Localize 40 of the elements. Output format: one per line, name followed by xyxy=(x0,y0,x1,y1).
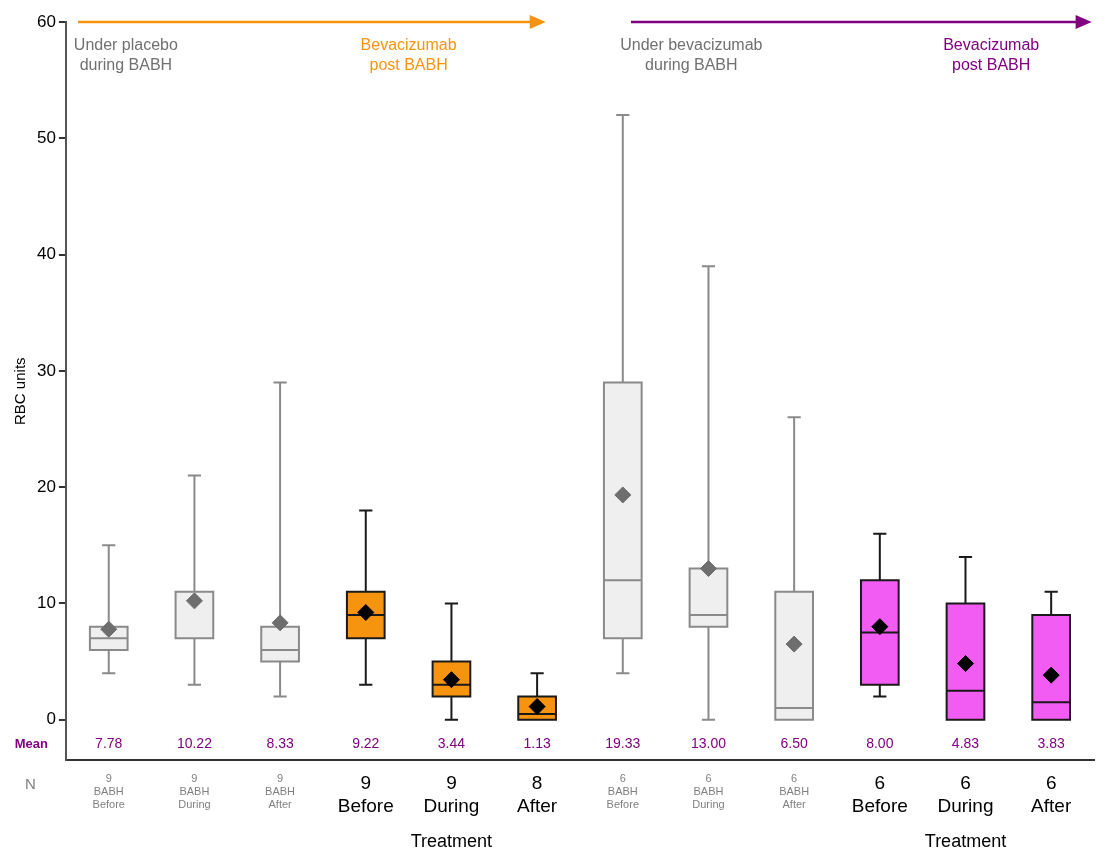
x-tick-label: 6 After xyxy=(1031,772,1072,816)
text: Mean xyxy=(14,735,48,751)
text: 1.13 xyxy=(523,734,551,751)
x-tick-label: 9 BABH During xyxy=(178,772,211,811)
text: Treatment xyxy=(924,830,1007,851)
y-tick-label: 30 xyxy=(36,360,56,380)
text: N xyxy=(25,774,36,792)
x-tick-label: 6 During xyxy=(937,772,994,816)
y-axis-title: RBC units xyxy=(11,357,29,425)
x-tick-label: 6 Before xyxy=(851,772,908,816)
text: 7.78 xyxy=(95,734,123,751)
text: 3.83 xyxy=(1037,734,1065,751)
text: 13.00 xyxy=(690,734,726,751)
annotation: Bevacizumab post BABH xyxy=(360,36,457,74)
text: 8.00 xyxy=(866,734,894,751)
x-tick-label: 8 After xyxy=(517,772,558,816)
text: 4.83 xyxy=(951,734,980,751)
text: Treatment xyxy=(410,830,493,851)
x-tick-label: 9 BABH After xyxy=(265,772,296,811)
annotation: Under bevacizumab during BABH xyxy=(620,36,763,74)
x-tick-label: 6 BABH After xyxy=(779,772,810,811)
annotation: Under placebo during BABH xyxy=(73,36,179,74)
annotation: Bevacizumab post BABH xyxy=(943,36,1040,74)
y-tick-label: 0 xyxy=(46,709,56,729)
y-tick-label: 10 xyxy=(36,593,56,613)
text: 6.50 xyxy=(780,734,808,751)
text: 19.33 xyxy=(605,734,641,751)
x-tick-label: 6 BABH Before xyxy=(606,772,639,811)
text: 10.22 xyxy=(176,734,212,751)
text: 9.22 xyxy=(352,734,380,751)
text: 8.33 xyxy=(266,734,294,751)
x-tick-label: 9 Before xyxy=(337,772,394,816)
x-tick-label: 9 During xyxy=(423,772,480,816)
x-tick-label: 6 BABH During xyxy=(692,772,725,811)
text: 3.44 xyxy=(437,734,466,751)
y-tick-label: 50 xyxy=(36,127,56,147)
y-tick-label: 60 xyxy=(36,11,56,31)
y-tick-label: 20 xyxy=(36,476,56,496)
x-tick-label: 9 BABH Before xyxy=(92,772,125,811)
y-tick-label: 40 xyxy=(36,244,56,264)
